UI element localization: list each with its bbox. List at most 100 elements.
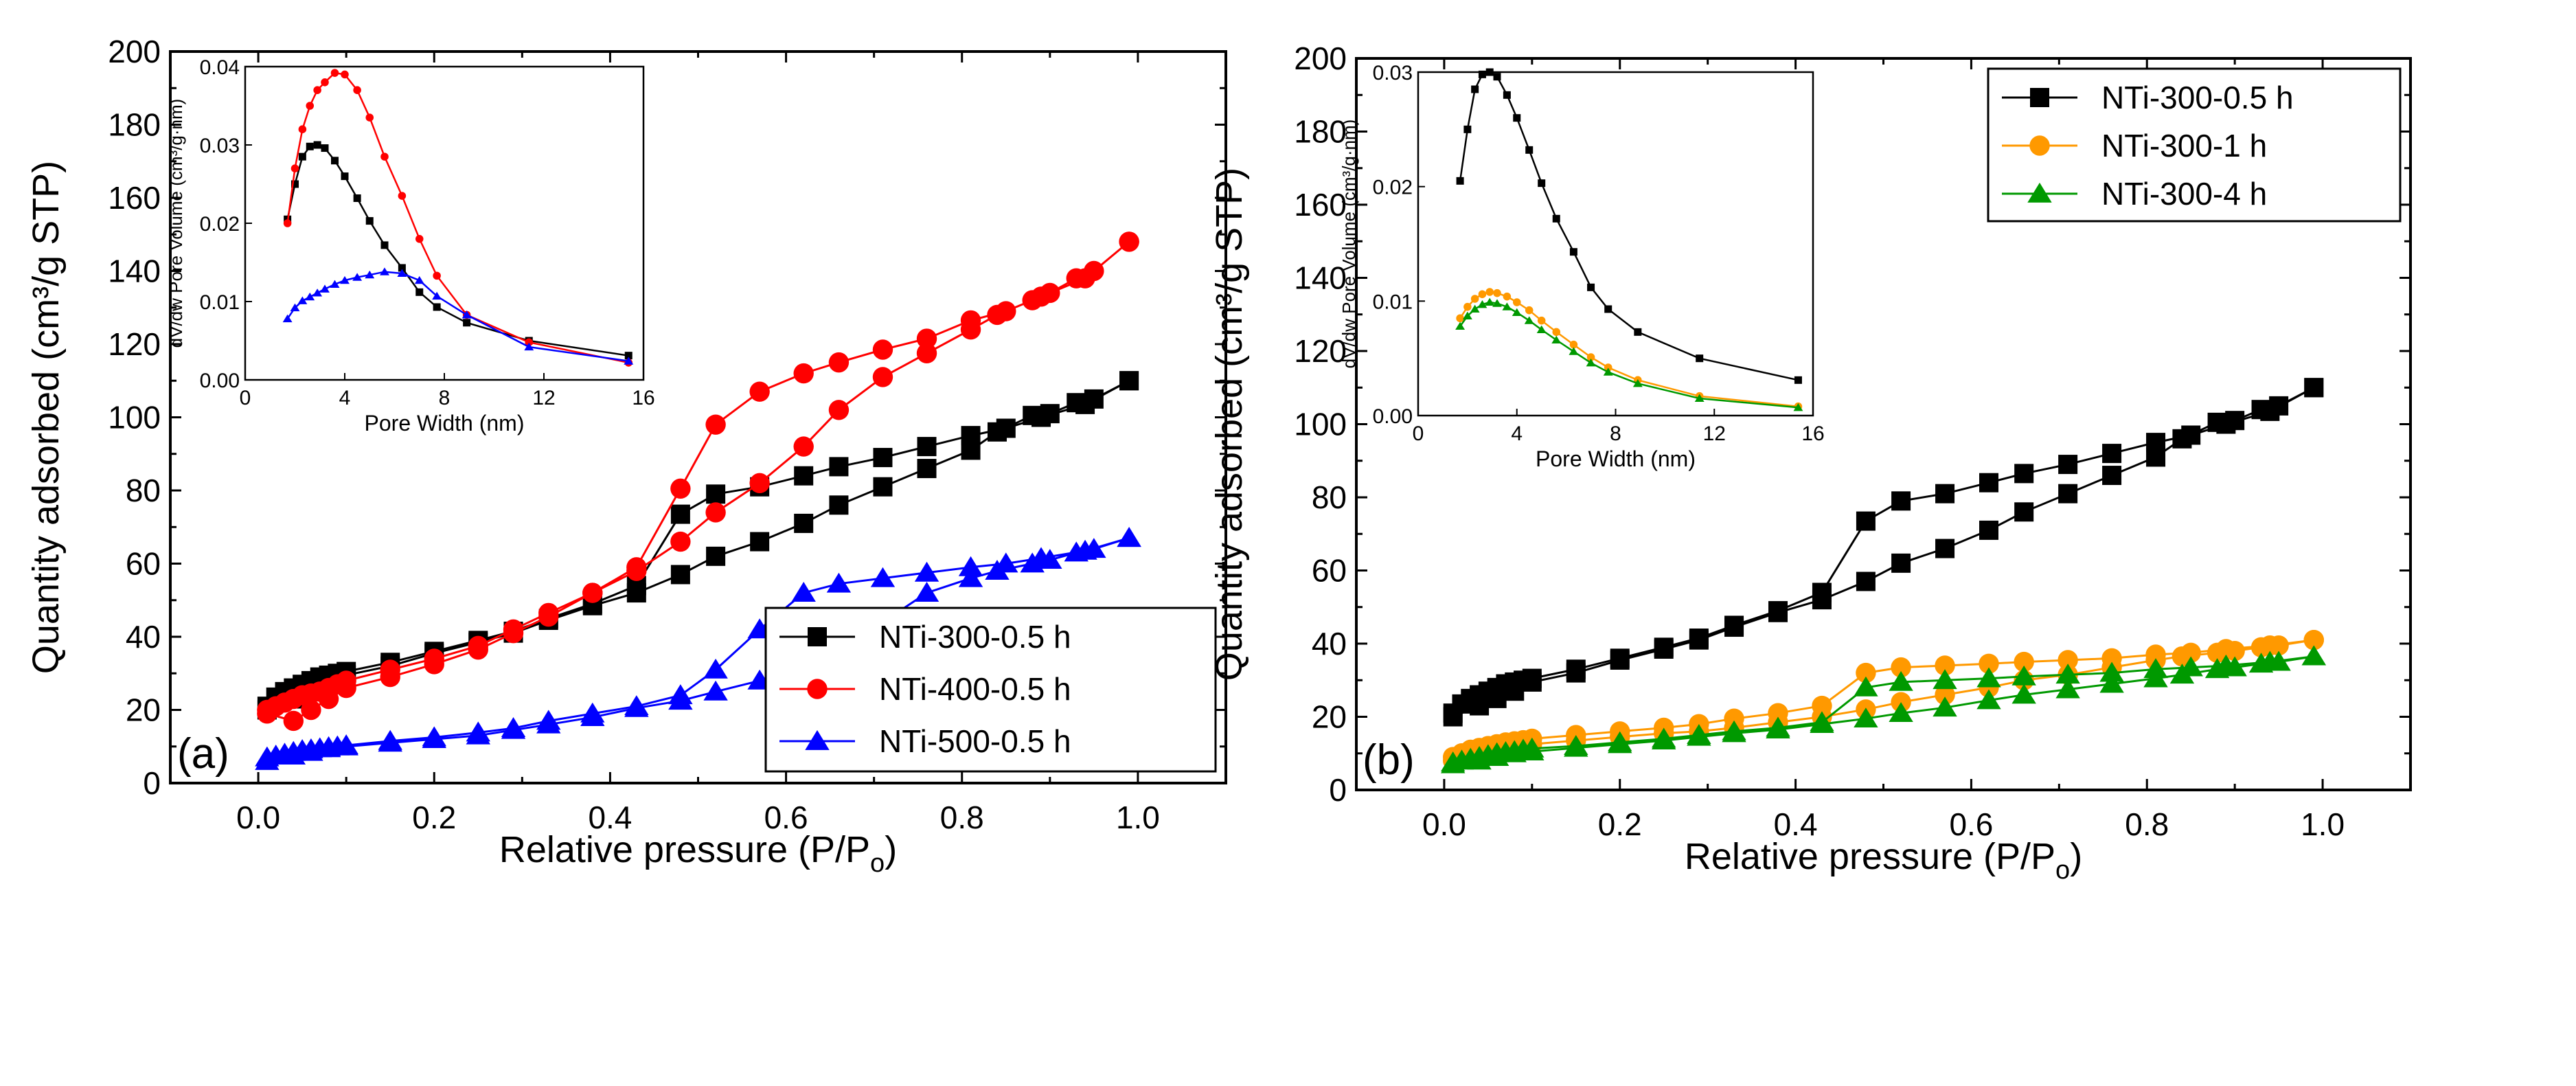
inset-data-point: [1552, 328, 1561, 337]
x-tick-label: 1.0: [2301, 806, 2345, 842]
inset-data-point: [352, 273, 363, 281]
y-tick-label: 0: [1329, 772, 1347, 808]
x-tick-label: 0.2: [1598, 806, 1642, 842]
data-point: [2102, 444, 2122, 464]
inset-data-point: [340, 275, 350, 284]
y-tick-label: 160: [108, 180, 161, 216]
data-point: [1976, 667, 2001, 688]
data-point: [1854, 708, 1878, 728]
inset-data-point: [313, 86, 321, 94]
y-tick-label: 200: [1294, 41, 1347, 76]
data-point: [750, 532, 770, 552]
data-point: [2266, 651, 2291, 671]
data-point: [2143, 667, 2168, 688]
data-point: [829, 457, 849, 477]
inset-data-point: [306, 102, 315, 110]
inset-data-point: [1537, 316, 1546, 325]
data-point: [916, 328, 937, 349]
inset-data-point: [1569, 248, 1577, 256]
data-point: [2055, 664, 2080, 684]
series-NTi-400-0.5 h: [257, 231, 1139, 732]
data-point: [2204, 658, 2230, 679]
data-point: [503, 622, 524, 644]
legend-marker: [805, 729, 830, 750]
data-point: [2248, 653, 2274, 673]
inset-data-point: [1493, 289, 1501, 297]
data-point: [1812, 590, 1832, 610]
data-point: [1724, 618, 1744, 637]
data-point: [2099, 661, 2124, 682]
inset-data-point: [331, 157, 339, 165]
data-point: [1038, 549, 1062, 569]
data-point: [2303, 629, 2324, 651]
data-point: [914, 582, 939, 602]
data-point: [1040, 282, 1060, 304]
data-point: [1505, 681, 1525, 701]
inset-data-point: [1502, 302, 1512, 310]
inset-data-point: [365, 113, 374, 122]
inset-x-tick-label: 0: [1413, 422, 1424, 445]
data-point: [1608, 733, 1632, 754]
inset-data-point: [415, 288, 424, 296]
legend-label: NTi-300-4 h: [2101, 176, 2267, 212]
inset-data-point: [1604, 305, 1612, 313]
y-tick-label: 100: [1294, 407, 1347, 442]
inset-data-point: [1492, 299, 1502, 307]
data-point: [1933, 669, 1957, 690]
data-point: [1119, 371, 1139, 391]
data-point: [1064, 541, 1088, 562]
data-point: [1979, 473, 1998, 493]
data-point: [1891, 553, 1911, 573]
inset-data-point: [432, 291, 442, 300]
inset-data-point: [1586, 353, 1595, 361]
data-point: [1467, 749, 1492, 770]
data-point: [1891, 491, 1911, 511]
data-point: [501, 719, 526, 739]
data-point: [2224, 640, 2245, 661]
data-point: [829, 495, 849, 515]
data-point: [1976, 689, 2001, 710]
data-point: [299, 740, 323, 761]
inset-data-point: [321, 144, 329, 152]
legend-marker: [808, 627, 827, 646]
x-axis-label-end: ): [2070, 836, 2082, 877]
inset-x-tick-label: 0: [240, 387, 251, 409]
data-point: [2304, 378, 2324, 398]
inset-data-point: [353, 194, 361, 203]
data-point: [257, 703, 277, 724]
data-point: [1522, 672, 1542, 692]
inset-data-point: [1794, 376, 1802, 384]
inset-y-tick-label: 0.03: [200, 135, 240, 157]
data-point: [1689, 630, 1709, 650]
inset-data-point: [1478, 70, 1486, 78]
inset-x-tick-label: 12: [532, 387, 555, 409]
inset-data-point: [524, 342, 534, 351]
data-point: [2301, 645, 2327, 666]
data-point: [1856, 572, 1876, 591]
data-point: [1856, 662, 1876, 683]
inset-data-point: [1455, 321, 1466, 330]
inset-data-point: [321, 78, 329, 87]
inset-data-point: [463, 319, 471, 327]
inset-data-point: [1525, 306, 1534, 315]
inset-x-tick-label: 4: [1511, 422, 1523, 445]
inset-series-NTi-300-4 h: [1455, 297, 1803, 411]
inset-y-axis-label: dV/dw Pore Volume (cm³/g·nm): [1338, 120, 1359, 369]
legend-marker: [2030, 88, 2049, 107]
data-point: [2014, 651, 2034, 672]
data-point: [582, 582, 603, 603]
inset-series-NTi-500-0.5 h: [282, 267, 634, 365]
data-point: [1651, 729, 1676, 749]
inset-data-point: [461, 310, 472, 319]
data-point: [1979, 653, 1999, 674]
inset-data-point: [1471, 85, 1479, 93]
data-point: [2011, 683, 2036, 704]
inset-y-tick-label: 0.02: [200, 213, 240, 236]
data-point: [1020, 552, 1045, 573]
data-point: [706, 484, 726, 504]
inset-data-point: [380, 267, 389, 275]
data-point: [1119, 231, 1139, 252]
inset-x-axis-label: Pore Width (nm): [1536, 446, 1696, 471]
inset-y-tick-label: 0.01: [200, 291, 240, 314]
